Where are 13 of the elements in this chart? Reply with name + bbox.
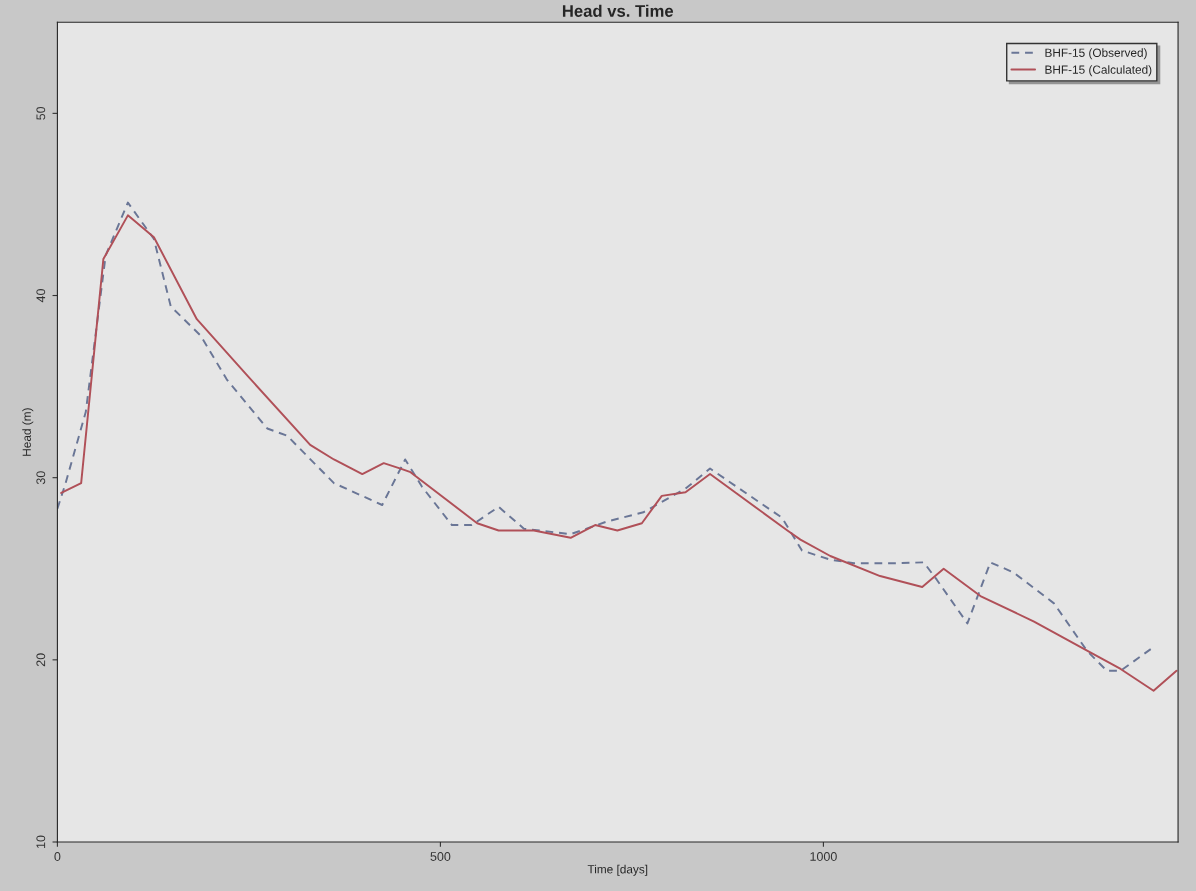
legend-label: BHF-15 (Observed) <box>1045 48 1147 60</box>
y-tick-label: 20 <box>36 653 46 667</box>
x-axis-title: Time [days] <box>587 864 648 876</box>
y-tick-label: 30 <box>36 471 46 485</box>
chart-title: Head vs. Time <box>562 4 674 17</box>
y-tick-label: 50 <box>36 106 46 120</box>
y-tick-label: 40 <box>36 289 46 303</box>
legend-label: BHF-15 (Calculated) <box>1045 65 1152 77</box>
x-tick-label: 0 <box>54 852 61 861</box>
y-axis-title: Head (m) <box>22 408 34 456</box>
x-tick-label: 500 <box>430 852 451 861</box>
y-tick-label: 10 <box>36 835 46 848</box>
x-tick-label: 1000 <box>810 852 837 861</box>
